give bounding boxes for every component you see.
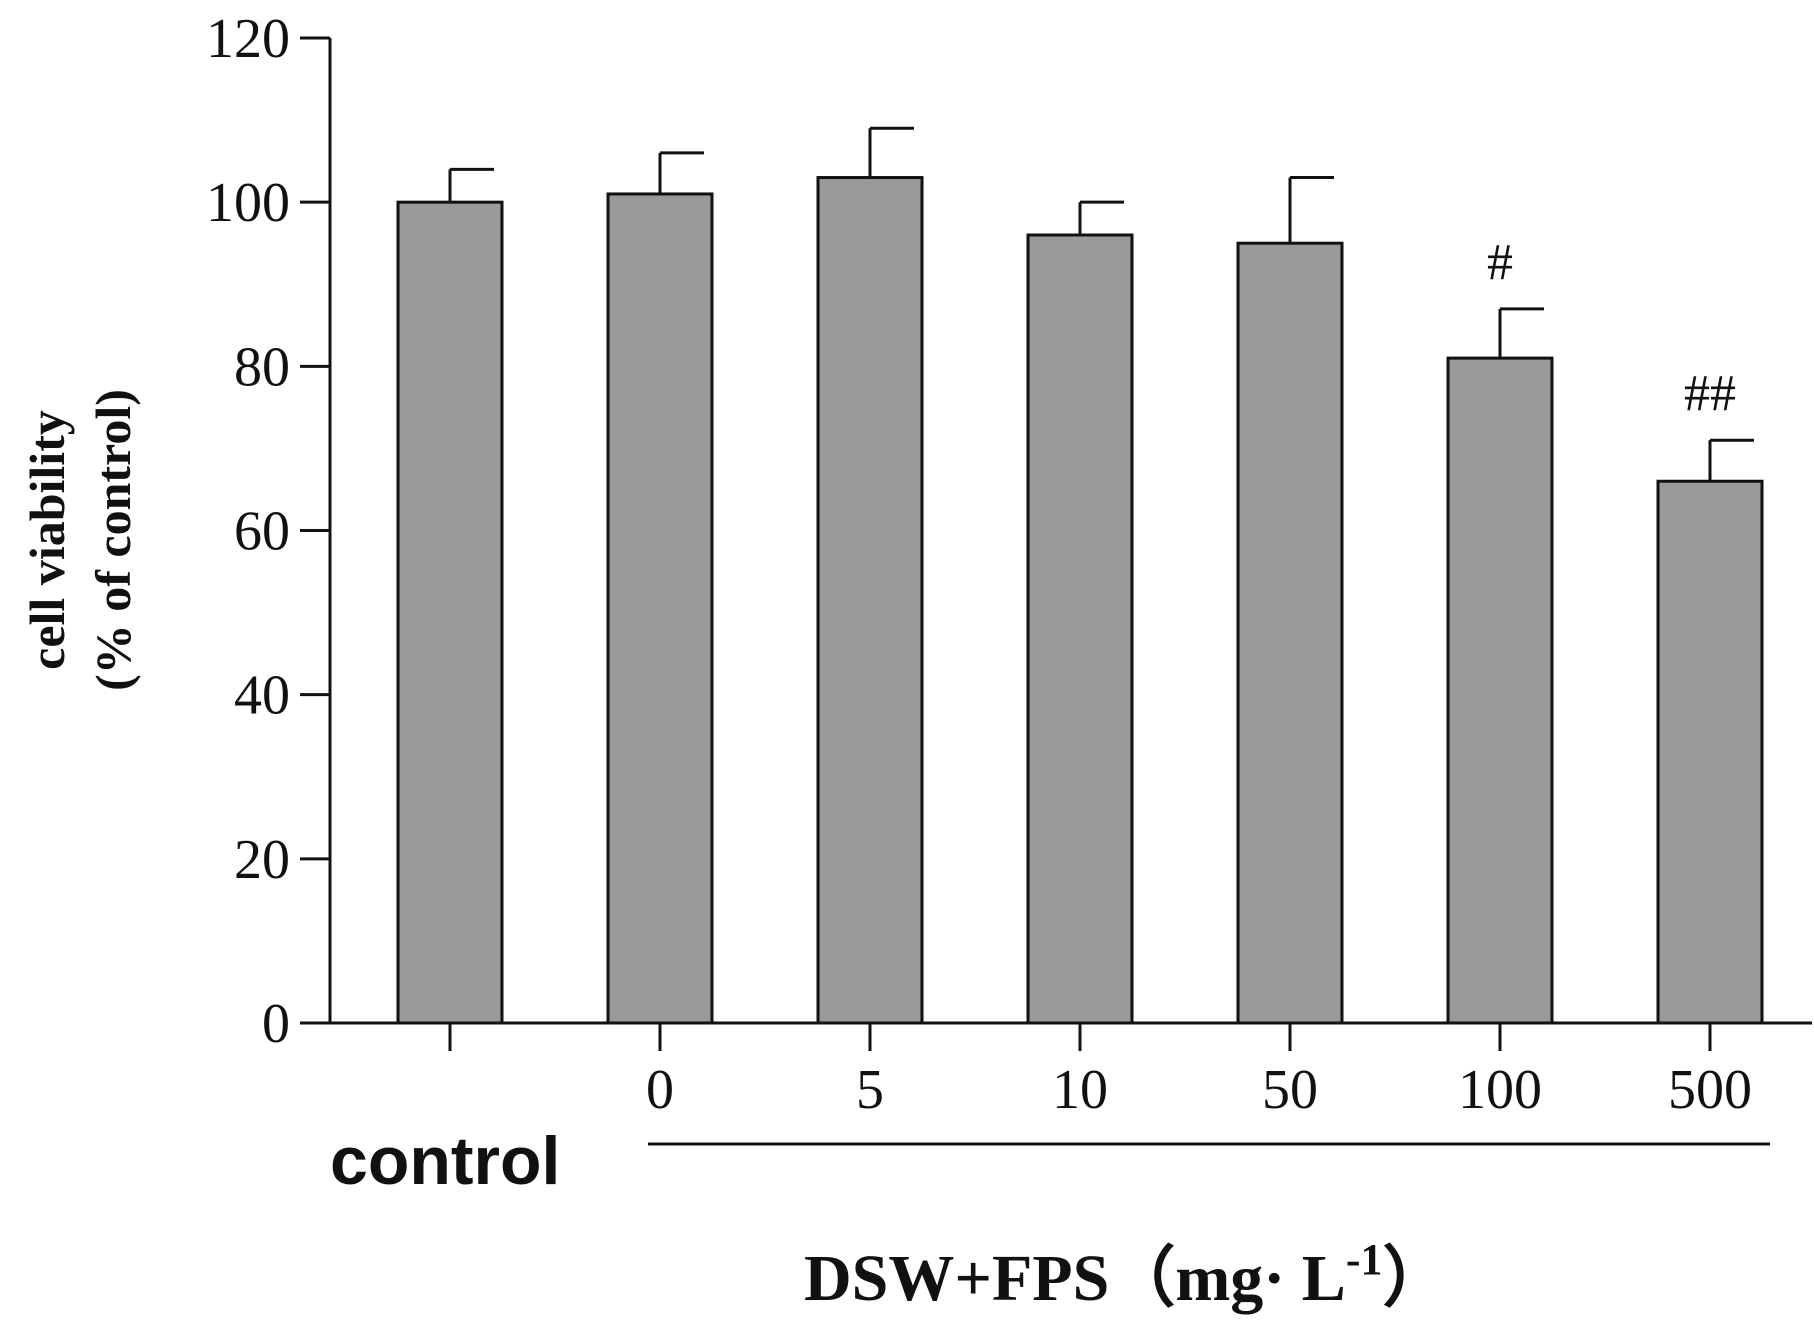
bar-0	[606, 192, 714, 1025]
bar-50	[1236, 241, 1344, 1025]
y-tick-label: 40	[234, 665, 290, 727]
x-axis-label-main: DSW+FPS（mg· L	[804, 1241, 1346, 1315]
x-tick-label: 100	[1458, 1059, 1542, 1121]
control-group-label: control	[330, 1123, 560, 1199]
y-tick-label: 80	[234, 336, 290, 398]
y-tick-label: 100	[206, 172, 290, 234]
x-tick-label: 10	[1052, 1059, 1108, 1121]
x-tick-label: 500	[1668, 1059, 1752, 1121]
x-tick-label: 0	[646, 1059, 674, 1121]
bar-500	[1656, 479, 1764, 1025]
x-axis-label-end: ）	[1382, 1241, 1448, 1315]
bar-100	[1446, 356, 1554, 1025]
y-tick-label: 120	[206, 8, 290, 70]
y-axis-label-line1: cell viability	[19, 410, 75, 670]
bar-5	[816, 176, 924, 1025]
y-tick-label: 60	[234, 501, 290, 563]
bars: ###	[396, 126, 1764, 1025]
x-tick-label: 50	[1262, 1059, 1318, 1121]
x-tick-label: 5	[856, 1059, 884, 1121]
x-axis-label-superscript: -1	[1346, 1235, 1383, 1284]
y-tick-label: 0	[262, 993, 290, 1055]
y-axis-label-line2: (% of control)	[85, 389, 141, 691]
bar-control	[396, 200, 504, 1025]
axes: 0 20 40 60 80 100 120 0 5 10 50 100 500	[206, 8, 1812, 1121]
significance-marker: #	[1487, 234, 1513, 291]
y-tick-label: 20	[234, 829, 290, 891]
bar-10	[1026, 233, 1134, 1025]
x-axis-label: DSW+FPS（mg· L-1）	[804, 1235, 1448, 1315]
significance-marker: ##	[1684, 365, 1736, 422]
labels: cell viability (% of control) control DS…	[19, 389, 1770, 1315]
